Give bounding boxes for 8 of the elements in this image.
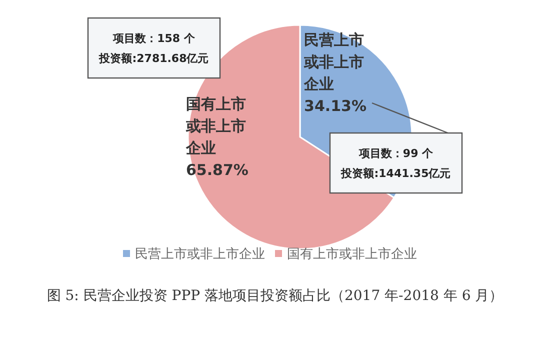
text: 项目数：158 个 — [112, 32, 196, 45]
text: 投资额:1441.35亿元 — [340, 167, 451, 180]
data-label: 国有上市或非上市企业65.87% — [184, 95, 248, 180]
text: 投资额:2781.68亿元 — [98, 52, 209, 65]
text: 项目数：99 个 — [358, 147, 434, 160]
legend-label: 国有上市或非上市企业 — [287, 247, 417, 262]
text: 图 5: 民营企业投资 PPP 落地项目投资额占比（2017 年-2018 年 6 月） — [46, 288, 504, 304]
legend-label: 民营上市或非上市企业 — [135, 247, 265, 262]
